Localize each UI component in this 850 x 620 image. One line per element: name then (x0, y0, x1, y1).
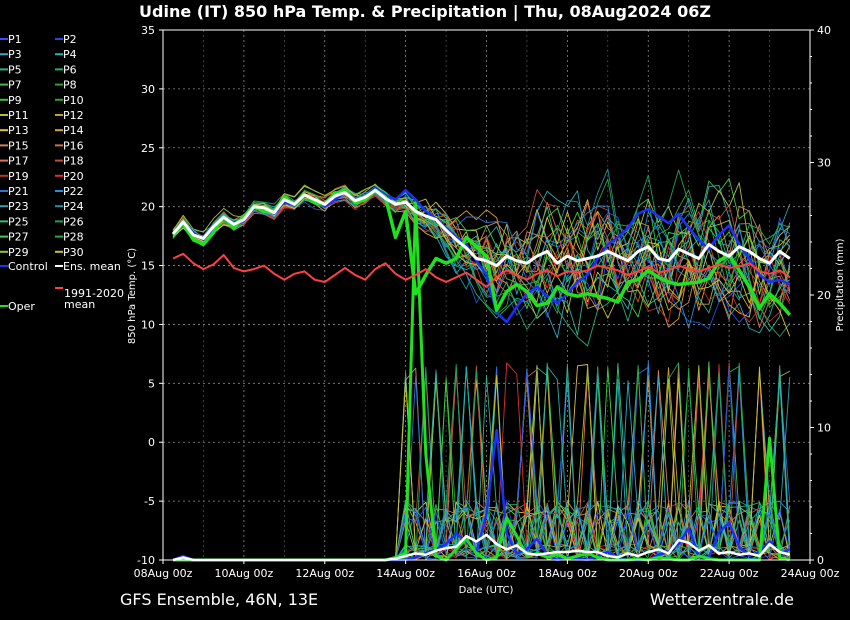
legend-entry: P26 (63, 215, 84, 228)
y-tick-label: 35 (141, 24, 155, 37)
legend-entry: P28 (63, 231, 84, 244)
y2-tick-label: 0 (817, 554, 824, 567)
y-tick-label: 25 (141, 142, 155, 155)
legend-entry: P19 (8, 170, 29, 183)
legend-ens-mean: Ens. mean (63, 260, 121, 273)
series-line-1991-2020-mean (172, 252, 791, 288)
footer-site: Wetterzentrale.de (650, 590, 794, 609)
y-tick-label: 30 (141, 83, 155, 96)
y-tick-label: 5 (148, 377, 155, 390)
x-tick-label: 20Aug 00z (619, 567, 678, 580)
x-axis-label: Date (UTC) (459, 585, 514, 596)
legend-entry: P1 (8, 33, 22, 46)
y2-tick-label: 20 (817, 289, 831, 302)
legend-entry: P29 (8, 246, 29, 259)
legend-control: Control (8, 260, 48, 273)
member-temp-line (172, 169, 791, 338)
legend-clim-line1: 1991-2020 (64, 287, 124, 300)
x-tick-label: 18Aug 00z (538, 567, 597, 580)
x-axis-ticks: 08Aug 00z 10Aug 00z 12Aug 00z 14Aug 00z 16Au… (134, 560, 840, 580)
legend-entry: P5 (8, 63, 22, 76)
x-tick-label: 14Aug 00z (376, 567, 435, 580)
x-tick-label: 24Aug 00z (781, 567, 840, 580)
legend-entry: P21 (8, 185, 29, 198)
legend-entry: P25 (8, 215, 29, 228)
legend-entry: P18 (63, 155, 84, 168)
y2-tick-label: 30 (817, 157, 831, 170)
x-tick-label: 10Aug 00z (215, 567, 274, 580)
x-tick-label: 22Aug 00z (700, 567, 759, 580)
legend-entry: P13 (8, 124, 29, 137)
y-tick-label: -10 (137, 554, 155, 567)
series-line-ens-mean (171, 188, 791, 268)
y2-tick-label: 10 (817, 422, 831, 435)
legend-entry: P11 (8, 109, 29, 122)
legend: P1 P2 P3 P4 P5 P6 P7 P8 P9 P10 P11 P12 P13 P14 P15 P16 P… (0, 33, 124, 313)
x-tick-label: 16Aug 00z (457, 567, 516, 580)
legend-oper: Oper (8, 300, 35, 313)
y-tick-label: -5 (144, 495, 155, 508)
x-tick-label: 08Aug 00z (134, 567, 193, 580)
y2-tick-label: 40 (817, 24, 831, 37)
legend-entry: P17 (8, 155, 29, 168)
legend-clim-line2: mean (64, 298, 95, 311)
y-tick-label: 15 (141, 260, 155, 273)
x-tick-label: 12Aug 00z (295, 567, 354, 580)
legend-entry: P14 (63, 124, 84, 137)
legend-entry: P27 (8, 231, 29, 244)
legend-entry: P6 (63, 63, 77, 76)
y-tick-label: 0 (148, 436, 155, 449)
legend-entry: P16 (63, 139, 84, 152)
member-temp-line (172, 186, 791, 295)
legend-entry: P3 (8, 48, 22, 61)
legend-entry: P7 (8, 79, 22, 92)
main-lines (171, 186, 792, 324)
y2-axis-label: Precipitation (mm) (835, 238, 846, 331)
y-axis-ticks: -10 -5 0 5 10 15 20 25 30 35 (137, 24, 163, 567)
legend-entry: P20 (63, 170, 84, 183)
legend-entry: P24 (63, 200, 84, 213)
legend-entry: P9 (8, 94, 22, 107)
chart-title: Udine (IT) 850 hPa Temp. & Precipitation… (139, 2, 711, 22)
legend-entry: P23 (8, 200, 29, 213)
legend-entry: P2 (63, 33, 77, 46)
member-temp-line (172, 193, 791, 307)
legend-entry: P30 (63, 246, 84, 259)
y-tick-label: 10 (141, 318, 155, 331)
legend-entry: P8 (63, 79, 77, 92)
legend-entry: P12 (63, 109, 84, 122)
y-axis-label: 850 hPa Temp. (°C) (127, 248, 138, 344)
legend-entry: P4 (63, 48, 77, 61)
y2-axis-ticks: 0 10 20 30 40 (810, 24, 831, 567)
footer-source: GFS Ensemble, 46N, 13E (120, 590, 318, 609)
legend-entry: P22 (63, 185, 84, 198)
y-tick-label: 20 (141, 201, 155, 214)
legend-entry: P10 (63, 94, 84, 107)
legend-entry: P15 (8, 139, 29, 152)
